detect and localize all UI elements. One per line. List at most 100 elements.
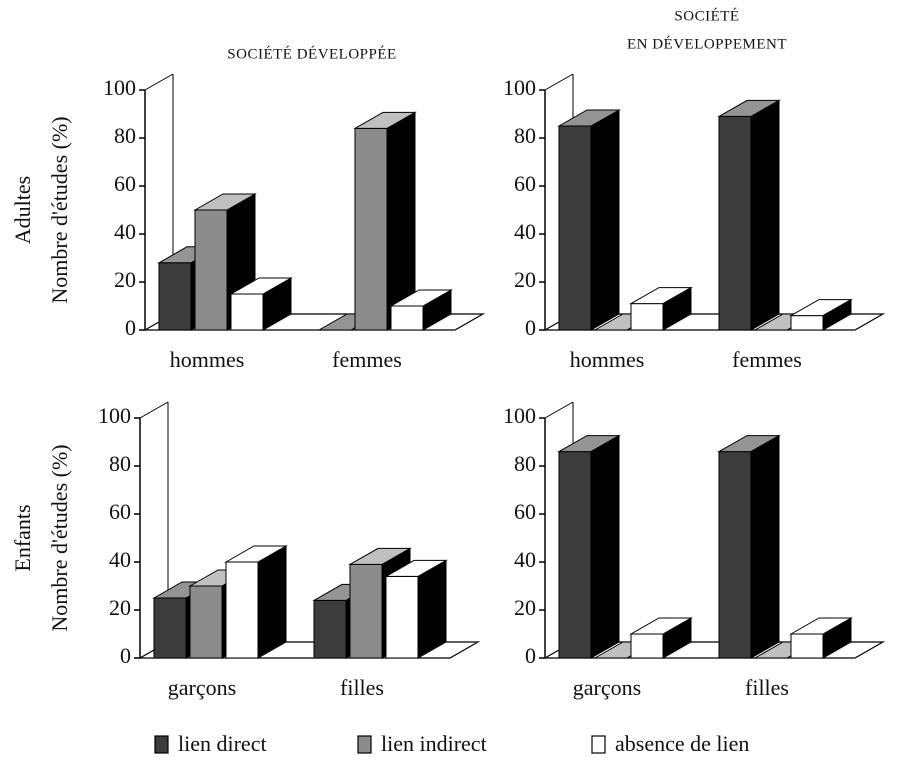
y-tick-label: 0 xyxy=(120,643,131,668)
bar-group xyxy=(384,559,448,659)
x-tick-label: hommes xyxy=(170,347,245,372)
legend-label: absence de lien xyxy=(615,731,749,756)
y-tick-label: 0 xyxy=(125,315,136,340)
bar xyxy=(558,125,592,331)
bar xyxy=(390,305,424,331)
bar xyxy=(354,127,388,331)
bar-group xyxy=(629,617,693,659)
bar xyxy=(230,293,264,331)
bar-top xyxy=(629,287,693,305)
row-label: Enfants xyxy=(10,504,35,571)
y-tick-label: 0 xyxy=(525,315,536,340)
bar-top xyxy=(789,617,853,635)
y-tick-label: 20 xyxy=(514,267,536,292)
bar-top xyxy=(348,547,412,565)
y-tick-label: 40 xyxy=(514,219,536,244)
bar-group xyxy=(229,277,293,331)
legend-swatch xyxy=(154,735,169,754)
bar-side xyxy=(750,434,780,659)
y-tick-label: 20 xyxy=(514,595,536,620)
y-tick-label: 60 xyxy=(114,171,136,196)
y-axis-label: Nombre d'études (%) xyxy=(47,444,72,631)
bar-side xyxy=(257,545,287,659)
bar xyxy=(225,561,259,659)
x-tick-label: garçons xyxy=(573,675,641,700)
y-tick-label: 100 xyxy=(503,75,536,100)
x-tick-label: femmes xyxy=(332,347,402,372)
bar-top xyxy=(717,99,781,117)
bar xyxy=(194,209,228,331)
bar-top xyxy=(629,617,693,635)
bar-top xyxy=(557,435,621,453)
y-tick-label: 20 xyxy=(109,595,131,620)
x-tick-label: filles xyxy=(745,675,789,700)
bar xyxy=(189,585,223,659)
bar-group xyxy=(557,434,621,659)
bar-group xyxy=(557,109,621,331)
side-wall-top xyxy=(139,401,169,419)
bar-group xyxy=(717,99,781,331)
side-wall-top xyxy=(544,401,574,419)
bar-top xyxy=(353,111,417,129)
y-tick-label: 20 xyxy=(114,267,136,292)
x-tick-label: hommes xyxy=(570,347,645,372)
side-wall-top xyxy=(544,73,574,91)
x-tick-label: femmes xyxy=(732,347,802,372)
bar-group xyxy=(389,289,453,331)
y-tick-label: 60 xyxy=(514,499,536,524)
y-tick-label: 40 xyxy=(114,219,136,244)
bar xyxy=(153,597,187,659)
bar-top xyxy=(384,559,448,577)
column-title: SOCIÉTÉ xyxy=(674,7,739,24)
bar xyxy=(558,451,592,659)
bar-group xyxy=(789,617,853,659)
bar xyxy=(718,115,752,331)
bar-group xyxy=(353,111,417,331)
bar xyxy=(630,303,664,331)
bar-top xyxy=(557,109,621,127)
bar xyxy=(158,262,192,331)
bar xyxy=(385,575,419,659)
legend-swatch xyxy=(357,735,372,754)
bar-group xyxy=(789,298,853,331)
y-tick-label: 60 xyxy=(109,499,131,524)
bar xyxy=(790,633,824,659)
y-tick-label: 40 xyxy=(109,547,131,572)
x-tick-label: garçons xyxy=(168,675,236,700)
side-wall-top xyxy=(144,73,174,91)
x-tick-label: filles xyxy=(340,675,384,700)
bar-top xyxy=(789,299,853,317)
y-tick-label: 100 xyxy=(103,75,136,100)
y-tick-label: 100 xyxy=(98,403,131,428)
bar-side xyxy=(590,434,620,659)
bar xyxy=(349,563,383,659)
column-title: SOCIÉTÉ DÉVELOPPÉE xyxy=(227,45,396,62)
y-tick-label: 80 xyxy=(514,123,536,148)
bar-top xyxy=(229,277,293,295)
y-tick-label: 0 xyxy=(525,643,536,668)
column-title: EN DÉVELOPPEMENT xyxy=(627,35,787,52)
bar-group xyxy=(629,286,693,331)
row-label: Adultes xyxy=(10,176,35,244)
bar-top xyxy=(717,435,781,453)
bar-side xyxy=(750,99,780,331)
legend-swatch xyxy=(591,735,606,754)
legend-label: lien indirect xyxy=(381,731,487,756)
bar-side xyxy=(590,109,620,331)
bar-side xyxy=(417,559,447,659)
bar-top xyxy=(224,545,288,563)
legend-label: lien direct xyxy=(178,731,267,756)
bar xyxy=(718,451,752,659)
bar-group xyxy=(717,434,781,659)
bar-top xyxy=(389,289,453,307)
bar xyxy=(313,599,347,659)
bar xyxy=(630,633,664,659)
y-tick-label: 80 xyxy=(114,123,136,148)
y-tick-label: 60 xyxy=(514,171,536,196)
y-tick-label: 80 xyxy=(514,451,536,476)
y-tick-label: 40 xyxy=(514,547,536,572)
bar-top xyxy=(193,193,257,211)
y-tick-label: 80 xyxy=(109,451,131,476)
bar xyxy=(790,315,824,331)
